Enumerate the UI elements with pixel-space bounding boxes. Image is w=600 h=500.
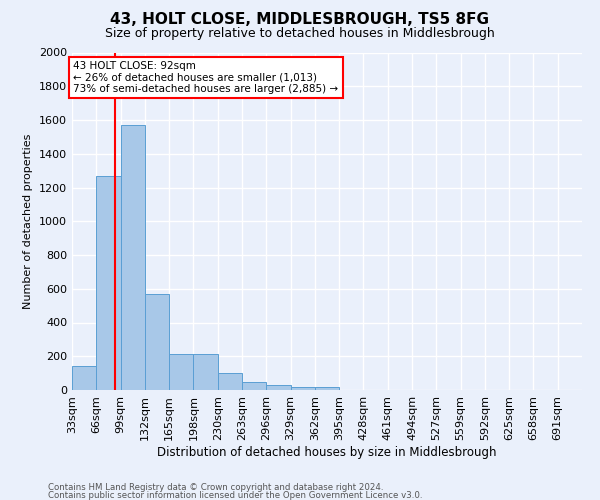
- Text: 43 HOLT CLOSE: 92sqm
← 26% of detached houses are smaller (1,013)
73% of semi-de: 43 HOLT CLOSE: 92sqm ← 26% of detached h…: [73, 61, 338, 94]
- Bar: [290, 386, 315, 390]
- X-axis label: Distribution of detached houses by size in Middlesbrough: Distribution of detached houses by size …: [157, 446, 497, 458]
- Text: Contains HM Land Registry data © Crown copyright and database right 2024.: Contains HM Land Registry data © Crown c…: [48, 484, 383, 492]
- Bar: [121, 125, 145, 390]
- Text: 43, HOLT CLOSE, MIDDLESBROUGH, TS5 8FG: 43, HOLT CLOSE, MIDDLESBROUGH, TS5 8FG: [110, 12, 490, 28]
- Bar: [169, 354, 193, 390]
- Bar: [242, 382, 266, 390]
- Text: Size of property relative to detached houses in Middlesbrough: Size of property relative to detached ho…: [105, 28, 495, 40]
- Bar: [218, 374, 242, 390]
- Bar: [193, 354, 218, 390]
- Bar: [315, 386, 339, 390]
- Bar: [72, 366, 96, 390]
- Bar: [145, 294, 169, 390]
- Bar: [96, 176, 121, 390]
- Bar: [266, 386, 290, 390]
- Y-axis label: Number of detached properties: Number of detached properties: [23, 134, 34, 309]
- Text: Contains public sector information licensed under the Open Government Licence v3: Contains public sector information licen…: [48, 491, 422, 500]
